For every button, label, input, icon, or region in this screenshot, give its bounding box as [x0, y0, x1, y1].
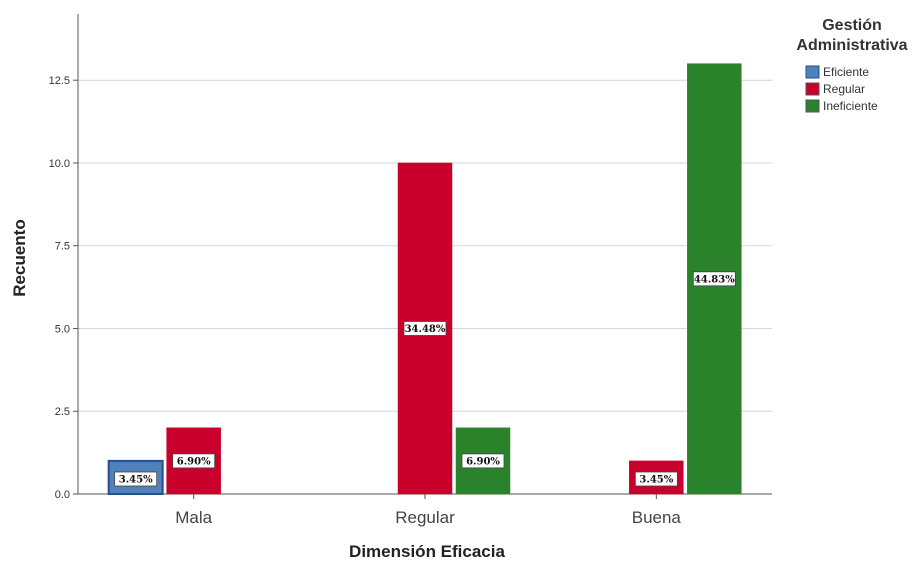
data-label-box — [172, 453, 216, 469]
data-label: 6.90% — [466, 456, 500, 467]
y-tick-label: 12.5 — [49, 75, 70, 87]
y-tick-label: 7.5 — [55, 241, 70, 253]
legend-swatch-eficiente — [805, 65, 820, 79]
data-label: 3.45% — [639, 475, 673, 486]
legend: Gestión Administrativa Eficiente Regular I… — [796, 17, 907, 113]
y-axis-title: Recuento — [10, 219, 29, 296]
legend-title-line-1: Gestión — [822, 17, 882, 34]
y-tick-label: 10.0 — [49, 158, 70, 170]
legend-items: Eficiente Regular Ineficiente — [805, 65, 878, 113]
data-label-box — [114, 471, 158, 487]
bars — [107, 63, 742, 495]
y-tick-label: 0.0 — [55, 489, 70, 501]
data-label: 44.83% — [694, 274, 735, 285]
data-label-box — [692, 271, 736, 287]
data-label-box — [461, 453, 505, 469]
y-tick-label: 2.5 — [55, 406, 70, 418]
data-labels: 3.45% 6.90% 34.48% 6.90% 3.45% 44.83% — [114, 271, 736, 487]
data-label: 34.48% — [405, 324, 446, 335]
data-label: 3.45% — [119, 475, 153, 486]
x-tick-label: Buena — [632, 508, 682, 527]
legend-swatch-ineficiente — [805, 99, 820, 113]
legend-label-ineficiente: Ineficiente — [823, 99, 878, 113]
legend-label-eficiente: Eficiente — [823, 65, 869, 79]
y-tick-label: 5.0 — [55, 323, 70, 335]
legend-label-regular: Regular — [823, 82, 865, 96]
x-axis-title: Dimensión Eficacia — [349, 542, 505, 561]
data-label-box — [634, 471, 678, 487]
data-label-box — [403, 321, 447, 336]
legend-swatch-regular — [805, 82, 820, 96]
legend-title-line-2: Administrativa — [796, 37, 907, 54]
x-tick-label: Mala — [175, 508, 212, 527]
data-label: 6.90% — [177, 456, 211, 467]
x-tick-label: Regular — [395, 508, 455, 527]
